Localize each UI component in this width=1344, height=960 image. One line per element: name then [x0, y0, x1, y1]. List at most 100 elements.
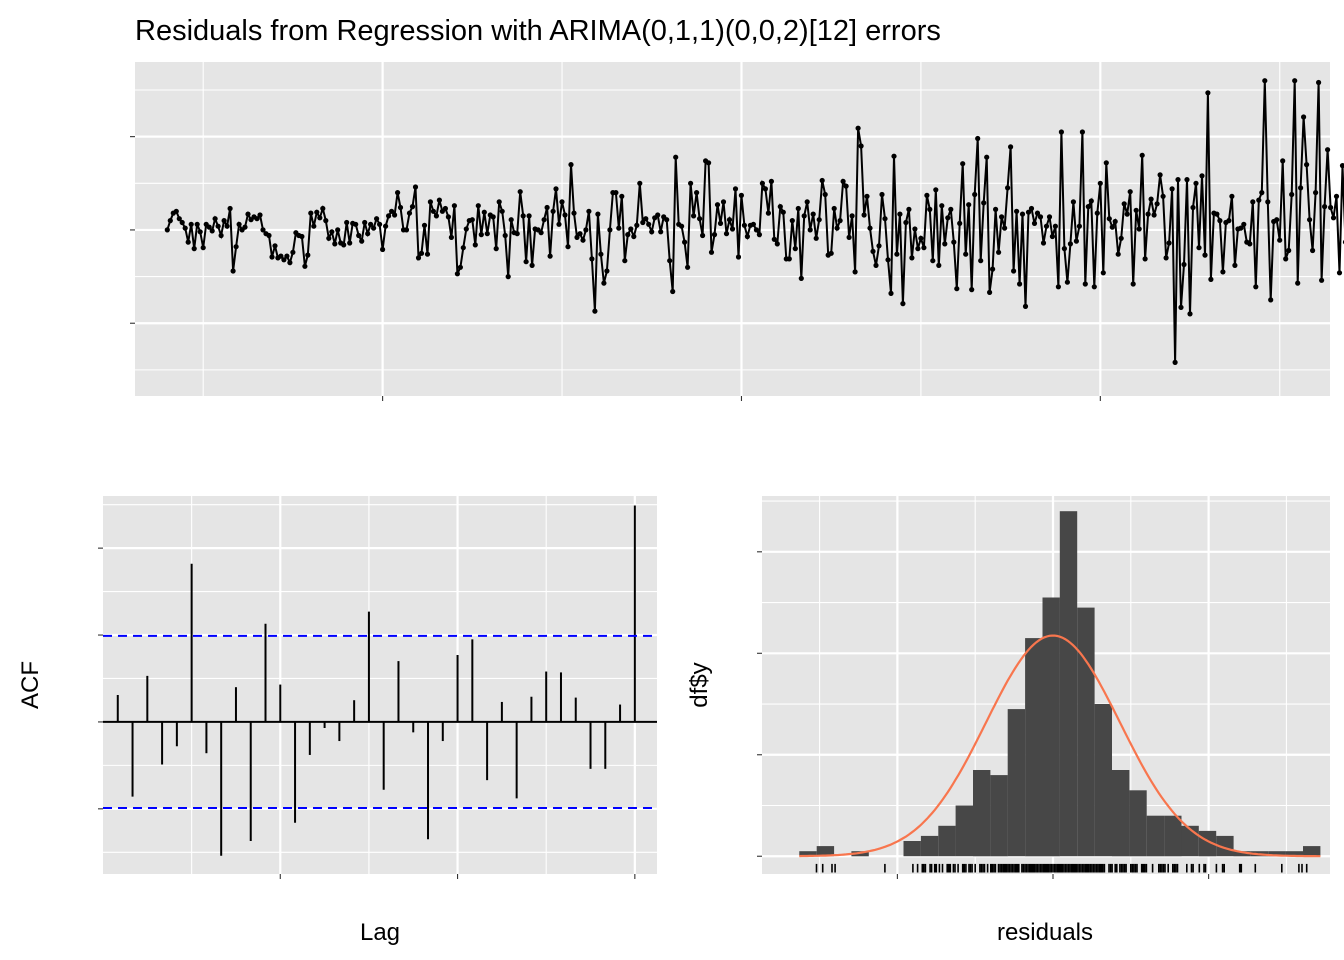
histogram-bar: [920, 835, 939, 857]
residual-point: [436, 197, 442, 203]
residual-point: [451, 203, 457, 209]
residual-point: [765, 210, 772, 216]
residual-point: [948, 206, 954, 212]
residual-point: [801, 213, 807, 219]
residual-point: [912, 226, 918, 232]
residual-point: [377, 221, 383, 227]
residual-point: [520, 213, 526, 219]
residual-point: [1175, 177, 1181, 183]
residual-point: [430, 208, 436, 214]
residuals-time-series-panel: [130, 62, 1344, 401]
residual-point: [182, 225, 188, 231]
residual-point: [568, 162, 574, 168]
residual-point: [481, 209, 487, 215]
histogram-panel: residuals df$y: [686, 496, 1330, 946]
residual-point: [957, 220, 963, 226]
residual-point: [1005, 185, 1011, 191]
residual-point: [975, 135, 981, 142]
residual-point: [460, 245, 466, 251]
residual-point: [726, 217, 733, 223]
histogram-bar: [1129, 790, 1147, 857]
residual-point: [299, 233, 305, 240]
residual-point: [613, 190, 619, 196]
residual-point: [1049, 233, 1055, 240]
residual-point: [819, 177, 825, 184]
residual-point: [1154, 201, 1160, 207]
residual-point: [448, 234, 454, 240]
residual-point: [1002, 225, 1008, 231]
residual-point: [463, 226, 469, 232]
residual-point: [368, 221, 374, 227]
residual-point: [625, 232, 631, 238]
residual-point: [598, 251, 604, 257]
residual-point: [954, 286, 960, 292]
residual-point: [287, 260, 293, 266]
residual-point: [670, 288, 676, 295]
residual-point: [383, 223, 389, 229]
acf-x-axis-title: Lag: [360, 919, 400, 946]
residual-point: [538, 230, 544, 236]
residual-point: [789, 218, 795, 224]
residual-point: [478, 232, 484, 238]
residual-point: [1310, 247, 1316, 254]
residual-point: [840, 178, 846, 184]
residual-point: [903, 219, 909, 226]
residual-point: [1193, 180, 1199, 186]
histogram-bar: [1112, 770, 1130, 857]
residual-point: [1247, 241, 1253, 247]
residual-point: [442, 205, 448, 212]
residual-point: [735, 254, 742, 260]
residual-point: [353, 221, 359, 227]
residual-point: [1028, 205, 1035, 212]
residual-point: [1268, 297, 1274, 303]
residual-point: [412, 184, 419, 190]
residual-point: [427, 199, 433, 205]
residual-point: [861, 212, 867, 218]
residual-point: [649, 229, 655, 235]
residual-point: [822, 191, 828, 198]
residual-point: [1163, 255, 1169, 261]
residual-point: [885, 257, 891, 263]
residual-point: [966, 202, 972, 208]
residual-point: [604, 268, 610, 274]
residual-point: [1097, 180, 1103, 186]
residual-point: [1019, 211, 1026, 217]
residual-point: [517, 189, 523, 195]
residual-point: [308, 210, 314, 216]
residual-point: [326, 235, 332, 241]
residual-point: [933, 187, 939, 193]
histogram-bar: [1007, 709, 1026, 857]
residual-point: [939, 203, 945, 209]
residual-point: [1052, 223, 1058, 229]
residual-point: [484, 231, 490, 237]
residual-point: [864, 193, 870, 199]
residual-point: [667, 258, 673, 264]
residual-point: [1040, 240, 1047, 246]
residual-point: [433, 213, 439, 219]
residual-point: [418, 250, 425, 256]
residual-point: [1055, 284, 1061, 290]
residual-point: [1058, 129, 1064, 135]
residual-point: [1205, 90, 1211, 96]
residual-point: [729, 226, 736, 232]
residual-point: [708, 249, 715, 255]
residual-point: [1017, 281, 1023, 287]
residual-point: [1217, 218, 1223, 224]
residual-point: [993, 206, 999, 212]
residual-point: [643, 216, 649, 222]
residual-point: [891, 153, 897, 159]
residual-point: [1133, 207, 1139, 213]
residual-point: [577, 231, 583, 237]
residual-point: [1208, 276, 1214, 282]
residual-point: [454, 271, 460, 277]
residual-point: [714, 202, 721, 208]
acf-axes: [98, 547, 636, 879]
residual-point: [164, 227, 170, 233]
residual-point: [1241, 221, 1247, 227]
residual-point: [221, 218, 227, 224]
residual-point: [951, 239, 957, 245]
residual-point: [804, 199, 810, 205]
residual-point: [1112, 218, 1118, 225]
histogram-bars: [799, 511, 1321, 873]
residual-point: [583, 227, 589, 233]
